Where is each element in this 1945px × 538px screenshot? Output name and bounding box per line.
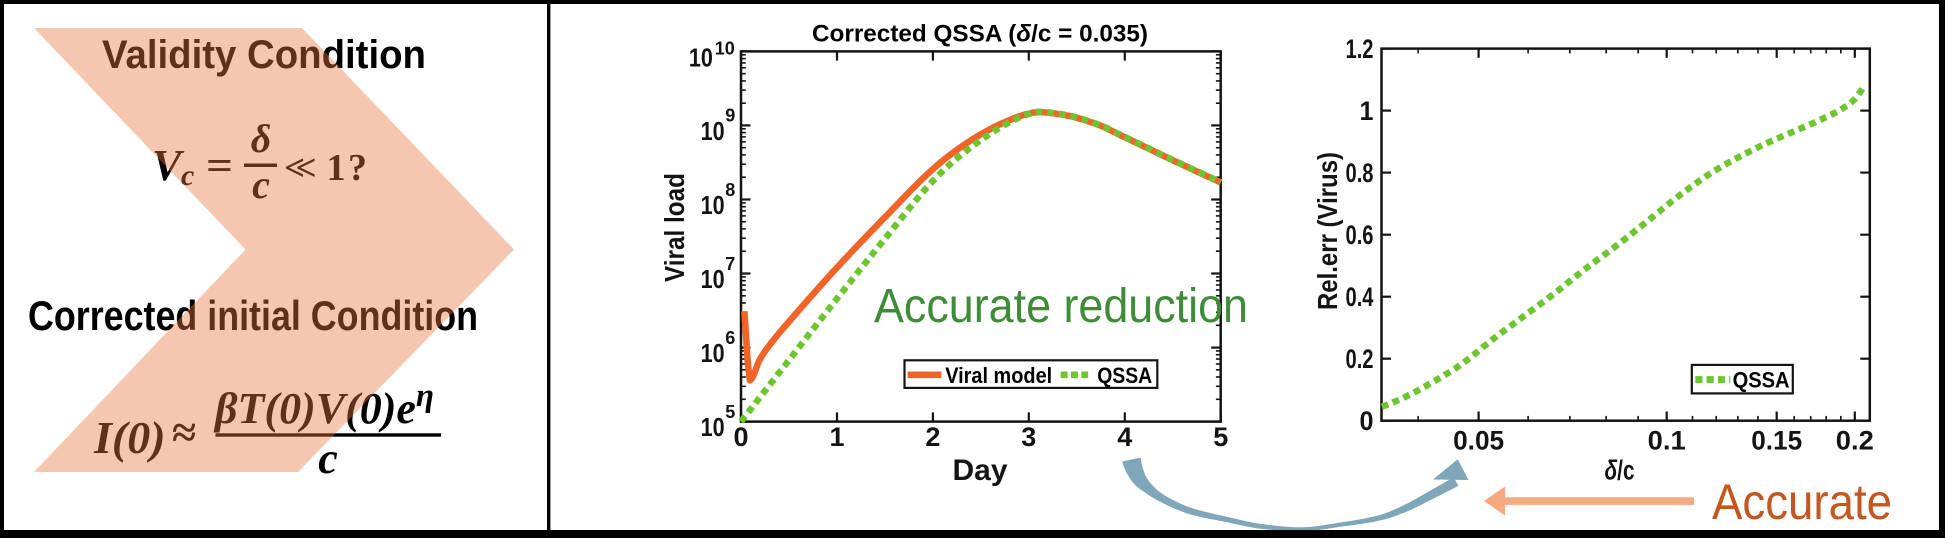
svg-text:1: 1	[829, 422, 844, 452]
svg-text:βT(0)V(0)eη: βT(0)V(0)eη	[213, 378, 434, 433]
svg-text:δ: δ	[251, 116, 272, 161]
svg-text:10: 10	[701, 338, 725, 368]
svg-text:<: <	[284, 148, 305, 189]
svg-text:QSSA: QSSA	[1733, 368, 1790, 393]
svg-text:δ/c: δ/c	[1605, 455, 1635, 486]
svg-text:Day: Day	[952, 454, 1007, 487]
svg-text:1: 1	[1360, 96, 1374, 126]
svg-text:6: 6	[725, 328, 735, 348]
svg-text:0.8: 0.8	[1346, 158, 1374, 188]
svg-text:10: 10	[701, 116, 725, 146]
svg-text:c: c	[318, 434, 338, 483]
svg-text:0.05: 0.05	[1453, 426, 1504, 456]
svg-text:Validity Condition: Validity Condition	[102, 33, 426, 77]
svg-text:V: V	[152, 141, 185, 190]
svg-text:10: 10	[701, 190, 725, 220]
svg-text:Corrected initial Condition: Corrected initial Condition	[28, 292, 478, 339]
svg-text:10: 10	[689, 42, 713, 72]
svg-text:5: 5	[1213, 422, 1228, 452]
svg-text:0: 0	[1360, 406, 1374, 436]
svg-text:5: 5	[725, 402, 735, 422]
svg-text:9: 9	[725, 106, 735, 126]
svg-text:2: 2	[925, 422, 940, 452]
svg-text:c: c	[181, 159, 194, 192]
svg-text:10: 10	[701, 264, 725, 294]
svg-text:<: <	[296, 148, 317, 189]
svg-text:=: =	[206, 142, 233, 188]
svg-text:?: ?	[348, 147, 367, 189]
svg-text:Accurate: Accurate	[1712, 474, 1892, 530]
svg-text:0.15: 0.15	[1751, 426, 1802, 456]
svg-text:7: 7	[725, 254, 735, 274]
svg-text:Rel.err (Virus): Rel.err (Virus)	[1312, 152, 1343, 310]
svg-text:≈: ≈	[172, 408, 196, 457]
svg-text:0.4: 0.4	[1346, 282, 1374, 312]
svg-text:Viral load: Viral load	[659, 173, 690, 282]
svg-text:Corrected QSSA (δ/c = 0.035): Corrected QSSA (δ/c = 0.035)	[812, 21, 1148, 48]
svg-text:Viral model: Viral model	[945, 363, 1052, 388]
svg-text:0.6: 0.6	[1346, 220, 1374, 250]
svg-text:I(0): I(0)	[93, 412, 166, 463]
svg-text:c: c	[252, 162, 270, 207]
svg-text:10: 10	[715, 39, 735, 59]
svg-text:3: 3	[1021, 422, 1036, 452]
svg-text:0.2: 0.2	[1836, 426, 1874, 456]
svg-text:1: 1	[327, 147, 346, 189]
svg-text:QSSA: QSSA	[1097, 363, 1152, 388]
svg-text:4: 4	[1117, 422, 1132, 452]
svg-text:0.1: 0.1	[1648, 426, 1686, 456]
svg-text:1.2: 1.2	[1346, 34, 1374, 64]
svg-text:0.2: 0.2	[1346, 344, 1374, 374]
svg-text:8: 8	[725, 180, 735, 200]
svg-text:10: 10	[701, 412, 725, 442]
svg-text:0: 0	[733, 422, 748, 452]
svg-text:Accurate reduction: Accurate reduction	[874, 280, 1248, 333]
